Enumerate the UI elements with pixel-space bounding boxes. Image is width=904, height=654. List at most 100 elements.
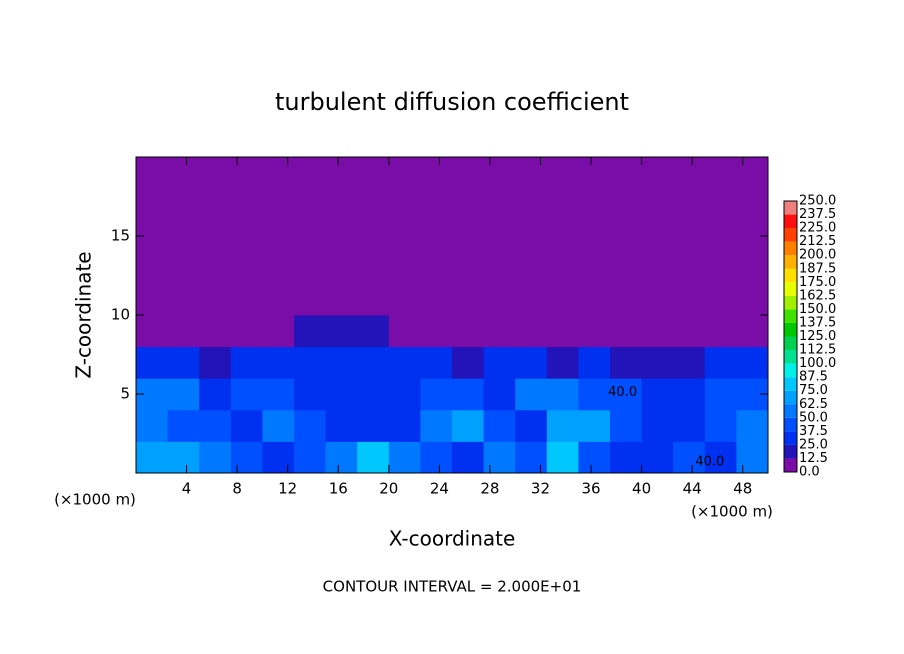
heatmap-cell (483, 346, 516, 379)
heatmap-cell (167, 346, 200, 379)
heatmap-cell (641, 157, 674, 190)
heatmap-cell (388, 441, 421, 474)
heatmap-cell (641, 378, 674, 411)
heatmap-cell (262, 378, 295, 411)
heatmap-cell (199, 188, 232, 221)
heatmap-cell (199, 441, 232, 474)
heatmap-cell (230, 188, 263, 221)
heatmap-cell (515, 378, 548, 411)
heatmap-cell (357, 346, 390, 379)
heatmap-cell (578, 378, 611, 411)
heatmap-cell (230, 315, 263, 348)
heatmap-cell (325, 315, 358, 348)
heatmap-cell (230, 283, 263, 316)
heatmap-cell (452, 157, 485, 190)
heatmap-cell (515, 409, 548, 442)
heatmap-cell (420, 157, 453, 190)
heatmap-cell (578, 441, 611, 474)
y-tick-label: 15 (111, 227, 130, 245)
heatmap-cell (546, 188, 579, 221)
heatmap-cell (136, 157, 169, 190)
heatmap-cell (610, 188, 643, 221)
heatmap-cell (294, 409, 327, 442)
colorbar-label: 75.0 (799, 383, 828, 398)
colorbar-band (784, 282, 797, 296)
heatmap-cell (167, 188, 200, 221)
heatmap-cell (452, 283, 485, 316)
heatmap-cell (546, 220, 579, 253)
heatmap-cell (199, 315, 232, 348)
colorbar-band (784, 444, 797, 459)
heatmap-cell (420, 441, 453, 474)
colorbar-label: 137.5 (799, 315, 836, 330)
heatmap-cell (388, 346, 421, 379)
heatmap-cell (452, 409, 485, 442)
heatmap-cell (136, 251, 169, 284)
heatmap-cell (610, 409, 643, 442)
heatmap-cell (294, 283, 327, 316)
heatmap-cell (262, 441, 295, 474)
heatmap-cell (641, 188, 674, 221)
annotation: CONTOUR INTERVAL = 2.000E+01 (323, 578, 582, 596)
heatmap-cell (388, 409, 421, 442)
heatmap-cell (452, 346, 485, 379)
heatmap-cell (736, 283, 769, 316)
colorbar-band (784, 390, 797, 405)
heatmap-cell (483, 409, 516, 442)
x-tick-label: 24 (430, 480, 449, 498)
heatmap-cell (294, 220, 327, 253)
heatmap-cell (452, 251, 485, 284)
heatmap-cell (294, 346, 327, 379)
colorbar-band (784, 268, 797, 283)
heatmap-cell (325, 346, 358, 379)
heatmap-cell (388, 157, 421, 190)
heatmap-cell (357, 283, 390, 316)
heatmap-cell (167, 315, 200, 348)
colorbar-band (784, 255, 797, 269)
heatmap-cell (357, 378, 390, 411)
heatmap-cell (673, 441, 706, 474)
heatmap-cell (483, 441, 516, 474)
heatmap-cell (452, 188, 485, 221)
heatmap-cell (357, 188, 390, 221)
heatmap-cell (641, 283, 674, 316)
heatmap-cell (199, 251, 232, 284)
heatmap-cell (610, 441, 643, 474)
heatmap-cell (420, 251, 453, 284)
x-tick-label: 48 (733, 480, 752, 498)
heatmap-cell (483, 251, 516, 284)
heatmap-cell (230, 346, 263, 379)
x-tick-label: 28 (480, 480, 499, 498)
colorbar-label: 225.0 (799, 221, 836, 236)
colorbar-label: 125.0 (799, 329, 836, 344)
contour-label: 40.0 (695, 454, 724, 469)
heatmap-cell (388, 283, 421, 316)
heatmap-cell (673, 315, 706, 348)
heatmap-cell (515, 157, 548, 190)
heatmap-cell (483, 157, 516, 190)
colorbar-label: 187.5 (799, 261, 836, 276)
heatmap-cell (610, 157, 643, 190)
heatmap-cell (262, 251, 295, 284)
heatmap-cell (610, 283, 643, 316)
heatmap-cell (610, 251, 643, 284)
heatmap-cell (230, 378, 263, 411)
heatmap-cell (736, 157, 769, 190)
heatmap-cell (167, 441, 200, 474)
heatmap-cell (294, 378, 327, 411)
colorbar-label: 150.0 (799, 302, 836, 317)
heatmap-cell (641, 441, 674, 474)
heatmap-cell (167, 409, 200, 442)
heatmap-cell (136, 283, 169, 316)
heatmap-cell (325, 378, 358, 411)
heatmap-cell (704, 346, 737, 379)
heatmap-cell (136, 315, 169, 348)
heatmap-cell (357, 157, 390, 190)
heatmap-cell (294, 251, 327, 284)
heatmap-cell (167, 157, 200, 190)
y-tick-label: 10 (111, 306, 130, 324)
heatmap-cell (136, 441, 169, 474)
colorbar-label: 25.0 (799, 437, 828, 452)
heatmap-cell (515, 283, 548, 316)
heatmap-cell (578, 188, 611, 221)
